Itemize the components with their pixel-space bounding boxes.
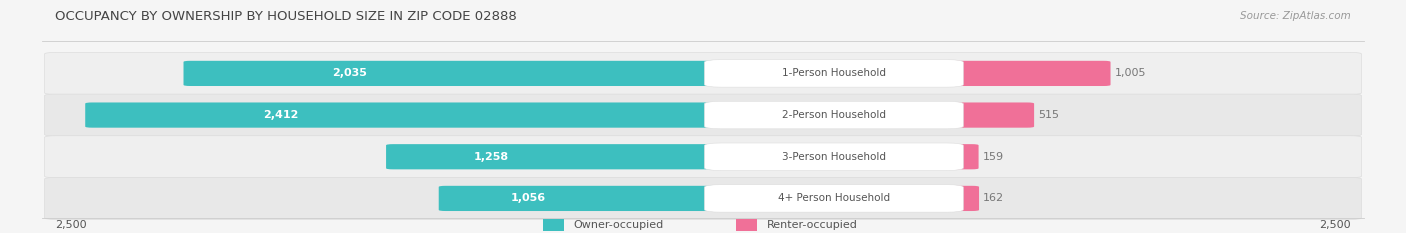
FancyBboxPatch shape: [941, 61, 1111, 86]
FancyBboxPatch shape: [704, 143, 963, 171]
FancyBboxPatch shape: [45, 94, 1361, 136]
FancyBboxPatch shape: [704, 101, 963, 129]
FancyBboxPatch shape: [737, 219, 756, 231]
FancyBboxPatch shape: [704, 185, 963, 212]
Text: OCCUPANCY BY OWNERSHIP BY HOUSEHOLD SIZE IN ZIP CODE 02888: OCCUPANCY BY OWNERSHIP BY HOUSEHOLD SIZE…: [55, 10, 517, 23]
FancyBboxPatch shape: [941, 103, 1033, 128]
Text: 2,412: 2,412: [263, 110, 298, 120]
FancyBboxPatch shape: [387, 144, 728, 169]
FancyBboxPatch shape: [45, 136, 1361, 178]
FancyBboxPatch shape: [45, 177, 1361, 219]
FancyBboxPatch shape: [184, 61, 728, 86]
Text: Renter-occupied: Renter-occupied: [766, 220, 858, 230]
Text: 1,005: 1,005: [1115, 69, 1146, 78]
Text: Owner-occupied: Owner-occupied: [574, 220, 664, 230]
FancyBboxPatch shape: [543, 219, 564, 231]
Text: 4+ Person Household: 4+ Person Household: [778, 193, 890, 203]
FancyBboxPatch shape: [941, 144, 979, 169]
FancyBboxPatch shape: [704, 60, 963, 87]
Text: 2,500: 2,500: [55, 220, 87, 230]
FancyBboxPatch shape: [941, 186, 979, 211]
Text: 2,035: 2,035: [332, 69, 367, 78]
Text: 159: 159: [983, 152, 1004, 162]
Text: 3-Person Household: 3-Person Household: [782, 152, 886, 162]
Text: 162: 162: [983, 193, 1004, 203]
Text: 1-Person Household: 1-Person Household: [782, 69, 886, 78]
Text: 1,056: 1,056: [510, 193, 546, 203]
Text: 2-Person Household: 2-Person Household: [782, 110, 886, 120]
Text: 1,258: 1,258: [474, 152, 509, 162]
FancyBboxPatch shape: [439, 186, 728, 211]
FancyBboxPatch shape: [86, 103, 728, 128]
Text: 2,500: 2,500: [1319, 220, 1351, 230]
Text: Source: ZipAtlas.com: Source: ZipAtlas.com: [1240, 11, 1351, 21]
FancyBboxPatch shape: [45, 52, 1361, 94]
Text: 515: 515: [1038, 110, 1059, 120]
